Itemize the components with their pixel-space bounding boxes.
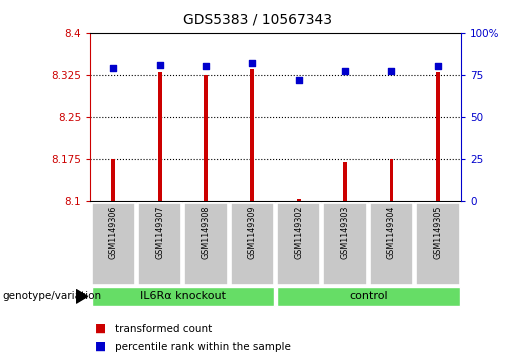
Text: GSM1149302: GSM1149302 (294, 206, 303, 259)
Text: control: control (349, 291, 388, 301)
Text: GDS5383 / 10567343: GDS5383 / 10567343 (183, 13, 332, 27)
Text: GSM1149304: GSM1149304 (387, 206, 396, 259)
Text: transformed count: transformed count (115, 323, 212, 334)
Bar (138, 203, 181, 285)
Bar (111, 159, 115, 201)
Bar (323, 203, 367, 285)
Bar (370, 203, 413, 285)
Bar (92, 287, 274, 306)
Bar (436, 72, 440, 201)
Text: percentile rank within the sample: percentile rank within the sample (115, 342, 291, 352)
Bar (416, 203, 459, 285)
Text: GSM1149303: GSM1149303 (340, 206, 350, 259)
Point (202, 64, 210, 69)
Point (109, 65, 117, 71)
Point (387, 69, 396, 74)
Text: ■: ■ (95, 340, 107, 353)
Text: GSM1149308: GSM1149308 (201, 206, 211, 259)
Bar (204, 75, 208, 201)
Point (341, 69, 349, 74)
Bar (343, 162, 347, 201)
Text: GSM1149305: GSM1149305 (433, 206, 442, 259)
Bar (277, 203, 320, 285)
Text: genotype/variation: genotype/variation (3, 291, 101, 301)
Point (295, 77, 303, 83)
Bar (277, 287, 459, 306)
Text: GSM1149306: GSM1149306 (109, 206, 118, 259)
Text: GSM1149307: GSM1149307 (155, 206, 164, 259)
Bar (297, 199, 301, 201)
Point (248, 60, 256, 66)
Text: GSM1149309: GSM1149309 (248, 206, 257, 259)
Polygon shape (76, 290, 88, 303)
Bar (158, 72, 162, 201)
Point (156, 62, 164, 68)
Bar (389, 159, 393, 201)
Text: IL6Rα knockout: IL6Rα knockout (140, 291, 226, 301)
Bar (250, 69, 254, 201)
Text: ■: ■ (95, 322, 107, 335)
Point (434, 64, 442, 69)
Bar (92, 203, 135, 285)
Bar (184, 203, 228, 285)
Bar (231, 203, 274, 285)
